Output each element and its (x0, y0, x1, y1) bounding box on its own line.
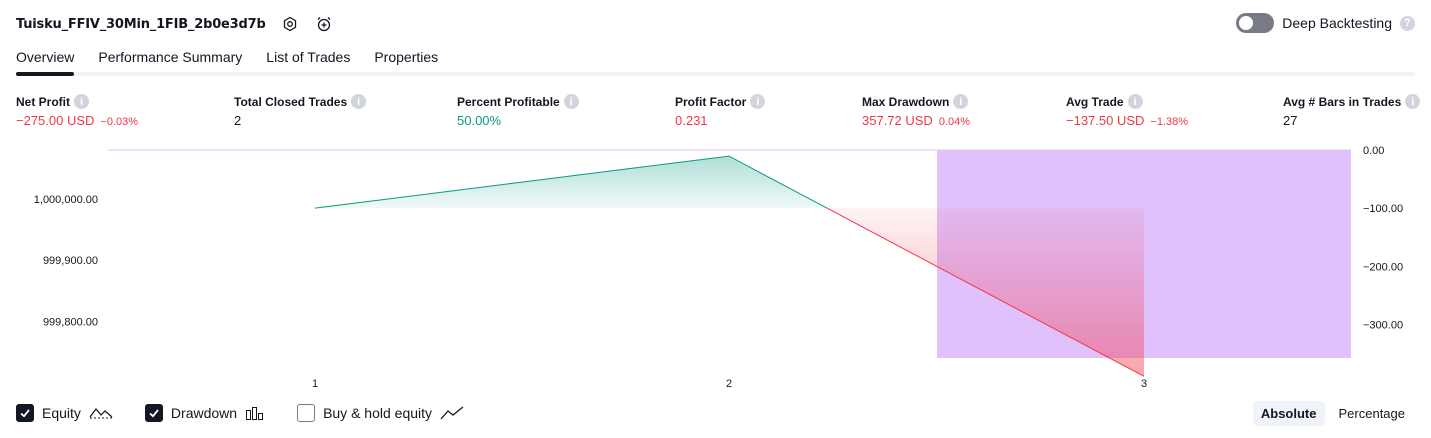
buy-hold-line-icon (440, 405, 464, 421)
strategy-name: Tuisku_FFIV_30Min_1FIB_2b0e3d7b (16, 16, 266, 32)
metric-value: 50.00% (457, 113, 502, 128)
metric-percent: −1.38% (1150, 116, 1189, 128)
info-icon[interactable]: i (953, 94, 969, 109)
info-icon[interactable]: i (1405, 94, 1421, 109)
metric-percent: 0.04% (938, 116, 971, 128)
equity-line-profit (314, 155, 828, 209)
metric-total-closed-trades: Total Closed Trades i 2 (234, 94, 367, 128)
help-icon[interactable]: ? (1400, 15, 1415, 31)
equity-axis-label: 1,000,000.00 (34, 194, 98, 206)
x-axis-label: 1 (312, 378, 318, 390)
equity-axis-label: 999,900.00 (43, 255, 98, 267)
metric-percent-profitable: Percent Profitable i 50.00% (457, 94, 579, 128)
metric-value: −137.50 USD (1066, 113, 1145, 128)
buy-hold-checkbox[interactable] (297, 404, 316, 422)
x-axis-label: 3 (1141, 378, 1147, 390)
metric-avg-trade: Avg Trade i −137.50 USD −1.38% (1066, 94, 1188, 128)
metric-avg-bars: Avg # Bars in Trades i 27 (1283, 94, 1421, 128)
tab-performance-summary[interactable]: Performance Summary (98, 49, 243, 65)
scale-mode-switch: Absolute Percentage (1252, 401, 1413, 426)
legend-drawdown[interactable]: Drawdown (144, 404, 265, 422)
metric-value: −275.00 USD (16, 113, 95, 128)
equity-checkbox[interactable] (16, 404, 34, 422)
metric-value: 27 (1283, 113, 1298, 128)
report-tabs: Overview Performance Summary List of Tra… (16, 44, 1415, 76)
strategy-header: Tuisku_FFIV_30Min_1FIB_2b0e3d7b (16, 12, 334, 36)
metric-label: Net Profit (16, 94, 70, 109)
equity-axis-label: 999,800.00 (43, 316, 98, 328)
drawdown-axis-label: 0.00 (1363, 145, 1384, 157)
info-icon[interactable]: i (563, 94, 579, 109)
info-icon[interactable]: i (74, 94, 89, 109)
drawdown-axis-label: −100.00 (1363, 203, 1403, 215)
metric-value: 0.231 (675, 113, 708, 128)
tab-properties[interactable]: Properties (374, 49, 439, 65)
equity-line-loss (826, 207, 1145, 377)
legend-buy-hold-equity[interactable]: Buy & hold equity (297, 404, 464, 422)
axes-layer: 1,000,000.00 999,900.00 999,800.00 0.00 −100… (34, 145, 1403, 390)
absolute-button[interactable]: Absolute (1252, 401, 1325, 426)
tab-overview[interactable]: Overview (16, 44, 75, 76)
percentage-button[interactable]: Percentage (1338, 406, 1406, 421)
equity-layer (314, 155, 1145, 377)
metric-profit-factor: Profit Factor i 0.231 (675, 94, 766, 128)
metric-label: Avg # Bars in Trades (1283, 94, 1402, 109)
drawdown-axis-label: −300.00 (1363, 319, 1403, 331)
metric-percent: −0.03% (100, 116, 139, 128)
chart-legend: Equity Drawdown Buy & hold equity (16, 404, 464, 422)
tab-list-of-trades[interactable]: List of Trades (266, 49, 351, 65)
legend-label: Buy & hold equity (323, 405, 433, 421)
deep-backtesting-label: Deep Backtesting (1282, 15, 1392, 31)
metric-label: Profit Factor (675, 94, 747, 109)
x-axis-label: 2 (726, 378, 732, 390)
drawdown-bars-icon (245, 405, 265, 421)
metric-value: 2 (234, 113, 242, 128)
equity-drawdown-chart[interactable]: 1,000,000.00 999,900.00 999,800.00 0.00 −100… (0, 140, 1431, 398)
info-icon[interactable]: i (351, 94, 367, 109)
drawdown-checkbox[interactable] (144, 404, 163, 422)
legend-label: Drawdown (170, 405, 238, 421)
legend-equity[interactable]: Equity (16, 404, 113, 422)
drawdown-axis-label: −200.00 (1363, 261, 1403, 273)
equity-profit-area (315, 156, 827, 209)
alarm-clock-plus-icon[interactable] (314, 14, 334, 34)
info-icon[interactable]: i (1127, 94, 1143, 109)
info-icon[interactable]: i (750, 94, 766, 109)
equity-line-icon (89, 405, 113, 421)
legend-label: Equity (42, 405, 81, 421)
settings-icon[interactable] (280, 14, 300, 34)
metric-value: 357.72 USD (862, 113, 933, 128)
metric-label: Percent Profitable (457, 94, 560, 109)
metric-max-drawdown: Max Drawdown i 357.72 USD 0.04% (862, 94, 970, 128)
metric-label: Max Drawdown (862, 94, 950, 109)
deep-backtesting-control: Deep Backtesting ? (1236, 13, 1415, 33)
deep-backtesting-toggle[interactable] (1236, 13, 1275, 33)
metric-label: Total Closed Trades (234, 94, 348, 109)
metric-label: Avg Trade (1066, 94, 1124, 109)
metric-net-profit: Net Profit i −275.00 USD −0.03% (16, 94, 138, 128)
